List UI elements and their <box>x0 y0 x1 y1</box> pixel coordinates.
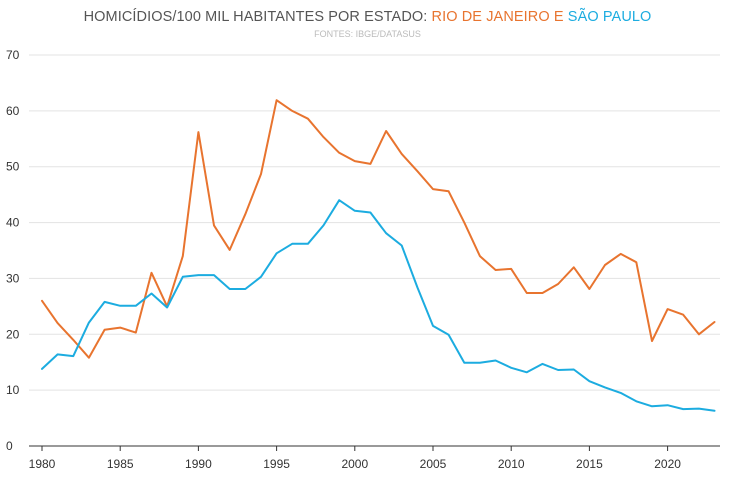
axis-layer: 0 10 20 30 40 50 60 70 1980 1985 1990 1995 2000 2005 2… <box>6 48 720 471</box>
chart-title: HOMICÍDIOS/100 MIL HABITANTES POR ESTADO… <box>0 9 735 25</box>
x-tick-label-1985: 1985 <box>107 457 134 471</box>
y-tick-label-70: 70 <box>6 48 20 62</box>
x-tick-label-1990: 1990 <box>185 457 212 471</box>
chart-title-joiner: E <box>549 9 568 25</box>
series-layer <box>41 99 716 412</box>
chart-title-prefix: HOMICÍDIOS/100 MIL HABITANTES POR ESTADO… <box>83 9 432 25</box>
y-tick-label-0: 0 <box>6 439 13 453</box>
y-tick-label-40: 40 <box>6 216 20 230</box>
x-tick-label-1980: 1980 <box>29 457 56 471</box>
x-tick-label-2010: 2010 <box>498 457 525 471</box>
x-tick-label-2000: 2000 <box>341 457 368 471</box>
y-tick-label-50: 50 <box>6 160 20 174</box>
y-tick-label-30: 30 <box>6 271 20 285</box>
chart-title-rio: RIO DE JANEIRO <box>431 9 550 25</box>
y-tick-label-20: 20 <box>6 327 20 341</box>
series-line-rio-de-janeiro <box>41 99 716 359</box>
y-tick-label-60: 60 <box>6 104 20 118</box>
x-tick-label-2015: 2015 <box>576 457 603 471</box>
chart-subtitle: FONTES: IBGE/DATASUS <box>314 29 421 39</box>
y-tick-label-10: 10 <box>6 383 20 397</box>
x-tick-label-1995: 1995 <box>263 457 290 471</box>
grid-layer <box>29 54 720 447</box>
x-tick-label-2005: 2005 <box>420 457 447 471</box>
chart-title-sp: SÃO PAULO <box>567 9 652 25</box>
series-line-sao-paulo <box>41 199 716 412</box>
x-tick-label-2020: 2020 <box>654 457 681 471</box>
